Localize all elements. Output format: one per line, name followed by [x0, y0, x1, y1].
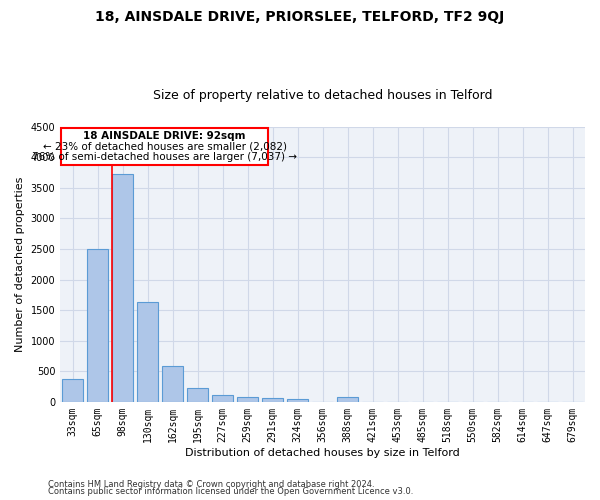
Text: Contains public sector information licensed under the Open Government Licence v3: Contains public sector information licen… — [48, 487, 413, 496]
Bar — [337, 397, 358, 402]
Text: ← 23% of detached houses are smaller (2,082): ← 23% of detached houses are smaller (2,… — [43, 142, 287, 152]
Bar — [187, 388, 208, 402]
Bar — [62, 379, 83, 402]
Bar — [262, 398, 283, 402]
Bar — [212, 395, 233, 402]
X-axis label: Distribution of detached houses by size in Telford: Distribution of detached houses by size … — [185, 448, 460, 458]
Bar — [137, 302, 158, 402]
Text: 18 AINSDALE DRIVE: 92sqm: 18 AINSDALE DRIVE: 92sqm — [83, 131, 246, 141]
Bar — [237, 397, 258, 402]
Bar — [162, 366, 183, 402]
Title: Size of property relative to detached houses in Telford: Size of property relative to detached ho… — [153, 89, 493, 102]
Bar — [61, 128, 268, 166]
Text: Contains HM Land Registry data © Crown copyright and database right 2024.: Contains HM Land Registry data © Crown c… — [48, 480, 374, 489]
Bar — [87, 249, 108, 402]
Bar — [287, 399, 308, 402]
Bar — [112, 174, 133, 402]
Text: 18, AINSDALE DRIVE, PRIORSLEE, TELFORD, TF2 9QJ: 18, AINSDALE DRIVE, PRIORSLEE, TELFORD, … — [95, 10, 505, 24]
Text: 76% of semi-detached houses are larger (7,037) →: 76% of semi-detached houses are larger (… — [32, 152, 297, 162]
Y-axis label: Number of detached properties: Number of detached properties — [15, 176, 25, 352]
